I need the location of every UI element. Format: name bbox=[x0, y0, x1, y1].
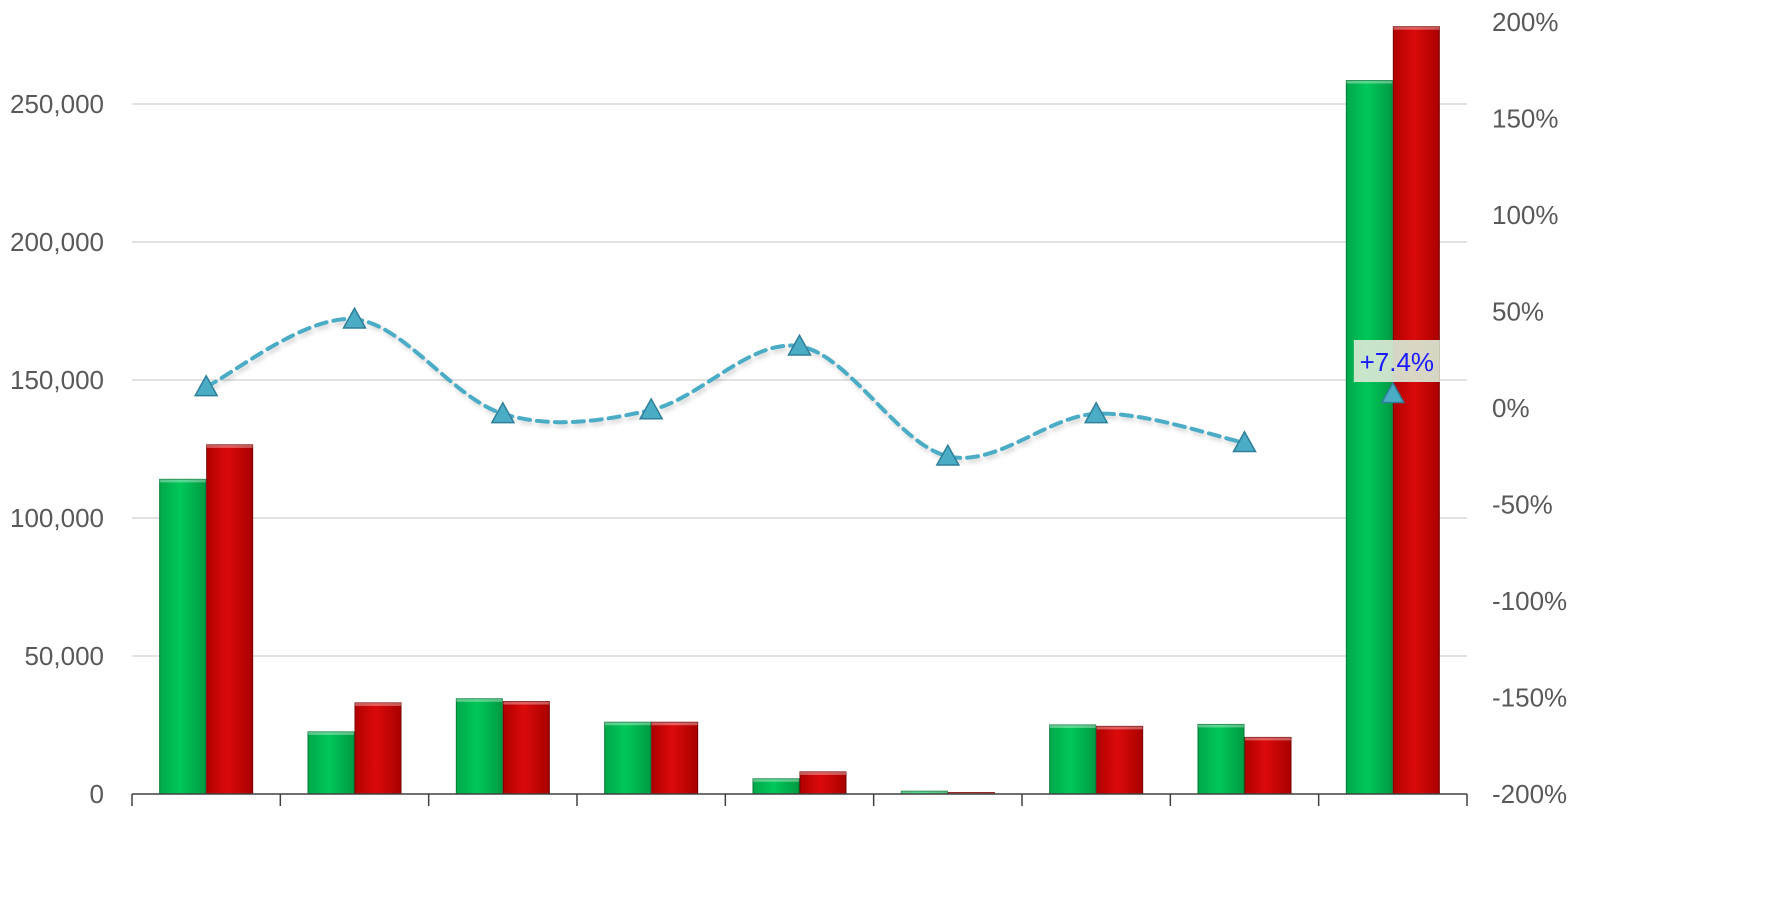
bar-series-1 bbox=[159, 478, 207, 795]
bar-series-1 bbox=[1345, 80, 1393, 795]
bar-series-2 bbox=[206, 444, 254, 795]
bar-bevel bbox=[1096, 726, 1143, 730]
bar-series-1 bbox=[1049, 724, 1097, 795]
bar-series-2 bbox=[354, 702, 402, 795]
y2-tick-label: 50% bbox=[1492, 297, 1544, 327]
bar-bevel bbox=[308, 731, 354, 735]
growth-marker bbox=[935, 443, 961, 466]
y-tick-label: 100,000 bbox=[10, 503, 104, 533]
bar-bevel bbox=[355, 702, 401, 706]
growth-marker bbox=[193, 374, 219, 397]
y-tick-label: 50,000 bbox=[24, 641, 104, 671]
growth-line-path bbox=[204, 317, 1247, 460]
bar-bevel bbox=[651, 722, 698, 726]
bar-bevel bbox=[1049, 725, 1096, 728]
x-axis bbox=[131, 793, 1468, 806]
y2-tick-label: 150% bbox=[1492, 104, 1559, 134]
data-labels: +7.4% bbox=[1353, 340, 1440, 382]
bar-series-1 bbox=[307, 731, 355, 795]
bar-bevel bbox=[800, 771, 846, 775]
growth-marker bbox=[1083, 401, 1109, 424]
bar-bevel bbox=[456, 698, 503, 702]
growth-marker bbox=[342, 306, 367, 329]
bar-bevel bbox=[159, 479, 206, 483]
bar-series-2 bbox=[1096, 725, 1144, 795]
growth-marker bbox=[787, 333, 812, 356]
y2-tick-label: -50% bbox=[1492, 490, 1553, 520]
y-tick-label: 150,000 bbox=[10, 365, 104, 395]
y2-tick-label: 100% bbox=[1492, 200, 1559, 230]
y-tick-label: 200,000 bbox=[10, 227, 104, 257]
bar-bevel bbox=[206, 444, 253, 448]
y2-tick-label: -150% bbox=[1492, 683, 1567, 713]
bar-series-2 bbox=[651, 721, 699, 795]
y-tick-label: 0 bbox=[90, 779, 104, 809]
data-label: +7.4% bbox=[1360, 347, 1434, 377]
bar-bevel bbox=[1198, 724, 1244, 728]
bar-bevel bbox=[753, 778, 799, 782]
bar-bevel bbox=[503, 701, 550, 705]
right-axis-ticks: 200% 150% 100% 50% 0% -50% -100% -150% -200% bbox=[1492, 7, 1567, 809]
bar-series-1 bbox=[604, 721, 652, 795]
growth-marker bbox=[490, 401, 516, 424]
bars bbox=[159, 26, 1440, 795]
bar-series-1 bbox=[1197, 723, 1245, 795]
y2-tick-label: -200% bbox=[1492, 779, 1567, 809]
left-axis-ticks: 0 50,000 100,000 150,000 200,000 250,000 bbox=[10, 89, 104, 809]
y2-tick-label: 0% bbox=[1492, 393, 1530, 423]
gridlines bbox=[132, 103, 1467, 657]
y-tick-label: 250,000 bbox=[10, 89, 104, 119]
bar-bevel bbox=[1393, 26, 1440, 30]
growth-marker bbox=[1232, 430, 1257, 453]
bar-series-2 bbox=[1244, 736, 1292, 795]
y2-tick-label: 200% bbox=[1492, 7, 1559, 37]
growth-marker bbox=[638, 397, 664, 420]
bar-series-2 bbox=[502, 701, 550, 795]
growth-marker bbox=[1380, 381, 1406, 404]
bar-bevel bbox=[604, 722, 651, 726]
bar-series-1 bbox=[455, 698, 503, 795]
data-label-box bbox=[1353, 340, 1440, 382]
y2-tick-label: -100% bbox=[1492, 586, 1567, 616]
bar-series-2 bbox=[1392, 26, 1440, 795]
bar-bevel bbox=[1245, 737, 1291, 741]
bar-bevel bbox=[1346, 80, 1393, 84]
bar-bevel bbox=[901, 791, 948, 794]
bar-series-2 bbox=[799, 771, 847, 795]
growth-line bbox=[193, 306, 1406, 466]
